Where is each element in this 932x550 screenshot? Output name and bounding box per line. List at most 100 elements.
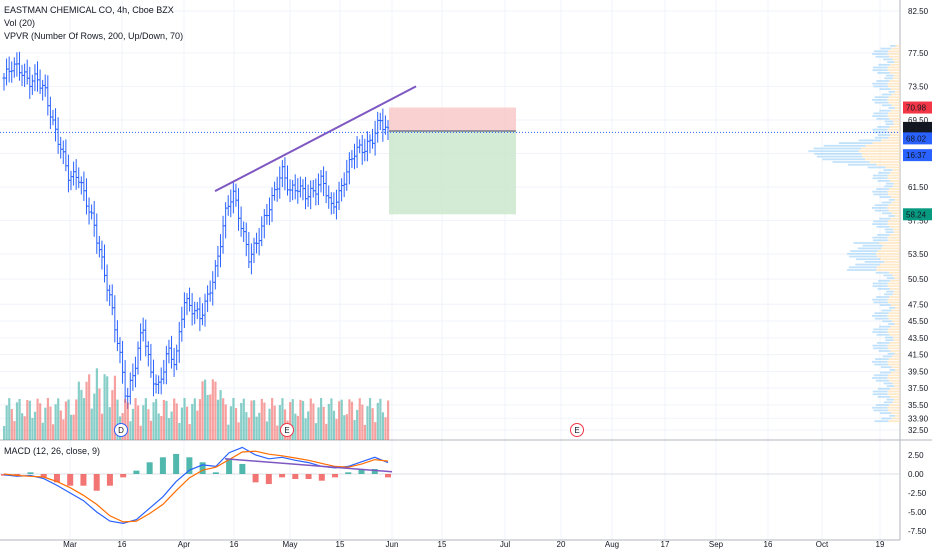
vpvr-bar-down <box>889 126 900 128</box>
vpvr-bar-down <box>893 123 900 126</box>
vpvr-bar-up <box>873 409 889 412</box>
vpvr-bar-up <box>882 212 892 215</box>
event-marker-label: D <box>118 426 124 435</box>
vpvr-bar-up <box>872 390 888 393</box>
event-marker-e[interactable] <box>280 423 294 437</box>
price-tick-label: 37.50 <box>908 384 929 393</box>
macd-histogram-bar <box>106 474 113 486</box>
volume-bar <box>250 400 253 440</box>
vpvr-bar-up <box>883 382 893 385</box>
vpvr-bar-down <box>887 190 900 193</box>
stop-loss-zone[interactable] <box>389 107 516 132</box>
macd-histogram-bar <box>40 474 47 478</box>
volume-bar <box>379 398 382 440</box>
macd-histogram-bar <box>186 457 193 474</box>
macd-histogram-bar <box>305 474 312 480</box>
stop-price-badge-bg <box>903 101 932 114</box>
vpvr-bar-up <box>875 55 889 58</box>
vpvr-bar-up <box>886 385 895 387</box>
volume-bar <box>237 422 240 440</box>
vpvr-bar-down <box>887 406 900 409</box>
vpvr-bar-up <box>876 188 890 190</box>
volume-bar <box>368 398 372 440</box>
vpvr-bar-down <box>887 177 900 180</box>
volume-bar <box>387 400 390 440</box>
volume-bar <box>95 368 98 440</box>
volume-bar <box>371 408 374 440</box>
macd-trendline[interactable] <box>224 458 393 473</box>
vpvr-bar-up <box>872 207 888 209</box>
vpvr-bar-up <box>874 209 889 212</box>
macd-histogram-bar <box>80 474 87 486</box>
vpvr-legend[interactable]: VPVR (Number Of Rows, 200, Up/Down, 70) <box>4 31 184 41</box>
macd-histogram-bar <box>199 462 206 474</box>
vpvr-bar-down <box>887 347 900 350</box>
vpvr-bar-up <box>849 255 878 258</box>
take-profit-zone[interactable] <box>389 131 516 215</box>
volume-bar <box>294 413 297 440</box>
volume-bar <box>229 406 232 440</box>
vpvr-bar-down <box>890 350 900 352</box>
vpvr-bar-up <box>885 182 894 185</box>
volume-bar <box>31 417 34 440</box>
vpvr-bar-up <box>872 177 888 180</box>
vpvr-bar-up <box>887 61 895 63</box>
trendline[interactable] <box>214 85 417 193</box>
vpvr-bar-down <box>893 182 900 185</box>
event-marker-e[interactable] <box>570 423 584 437</box>
vpvr-bar-down <box>881 139 900 142</box>
volume-legend[interactable]: Vol (20) <box>4 18 36 28</box>
vpvr-bar-down <box>893 336 900 339</box>
vpvr-bar-up <box>872 344 888 347</box>
vpvr-bar-up <box>873 193 889 196</box>
volume-bar <box>281 398 284 440</box>
vpvr-bar-up <box>872 223 888 225</box>
volume-bar <box>54 404 57 440</box>
vpvr-bar-down <box>894 198 900 201</box>
vpvr-bar-down <box>892 355 900 358</box>
vpvr-bar-up <box>875 358 889 360</box>
signal-line <box>3 450 389 523</box>
vpvr-bar-down <box>890 217 900 220</box>
vpvr-bar-up <box>858 139 882 142</box>
vpvr-bar-down <box>893 339 900 342</box>
vpvr-bar-down <box>887 390 900 393</box>
vpvr-bar-down <box>865 158 900 161</box>
vpvr-bar-up <box>884 77 893 80</box>
macd-histogram-bar <box>318 474 325 481</box>
vpvr-bar-down <box>895 414 900 417</box>
macd-legend[interactable]: MACD (12, 26, close, 9) <box>4 446 101 456</box>
vpvr-bar-down <box>892 77 900 80</box>
volume-bar <box>234 407 238 440</box>
volume-bar <box>325 423 328 440</box>
symbol-legend[interactable]: EASTMAN CHEMICAL CO, 4h, Cboe BZX <box>4 5 174 15</box>
volume-bar <box>268 408 271 440</box>
entry-price-badge-bg <box>903 121 932 134</box>
vpvr-bar-up <box>879 88 891 90</box>
volume-bar <box>85 381 88 440</box>
vpvr-bar-up <box>884 336 894 339</box>
vpvr-bar-down <box>889 333 900 336</box>
vpvr-bar-down <box>894 90 900 93</box>
vpvr-bar-down <box>889 288 900 290</box>
volume-bar <box>167 418 171 440</box>
target-price-badge: 58.24 <box>906 210 927 219</box>
vpvr-bar-up <box>872 131 888 134</box>
vpvr-bar-up <box>857 247 882 250</box>
volume-bar <box>21 413 24 440</box>
volume-bar <box>152 402 155 440</box>
vpvr-bar-down <box>891 309 900 312</box>
time-tick-label: 16 <box>230 540 239 549</box>
price-tick-label: 50.50 <box>908 275 929 284</box>
vpvr-bar-down <box>858 150 900 153</box>
volume-bar <box>180 407 184 440</box>
event-marker-d[interactable] <box>114 423 128 437</box>
vpvr-bar-down <box>891 320 900 323</box>
vpvr-bar-up <box>874 363 889 366</box>
vpvr-bar-up <box>881 93 892 96</box>
vpvr-bar-up <box>881 104 892 107</box>
vpvr-bar-up <box>876 80 890 82</box>
time-tick-label: Apr <box>178 540 191 549</box>
volume-bar <box>273 405 276 440</box>
